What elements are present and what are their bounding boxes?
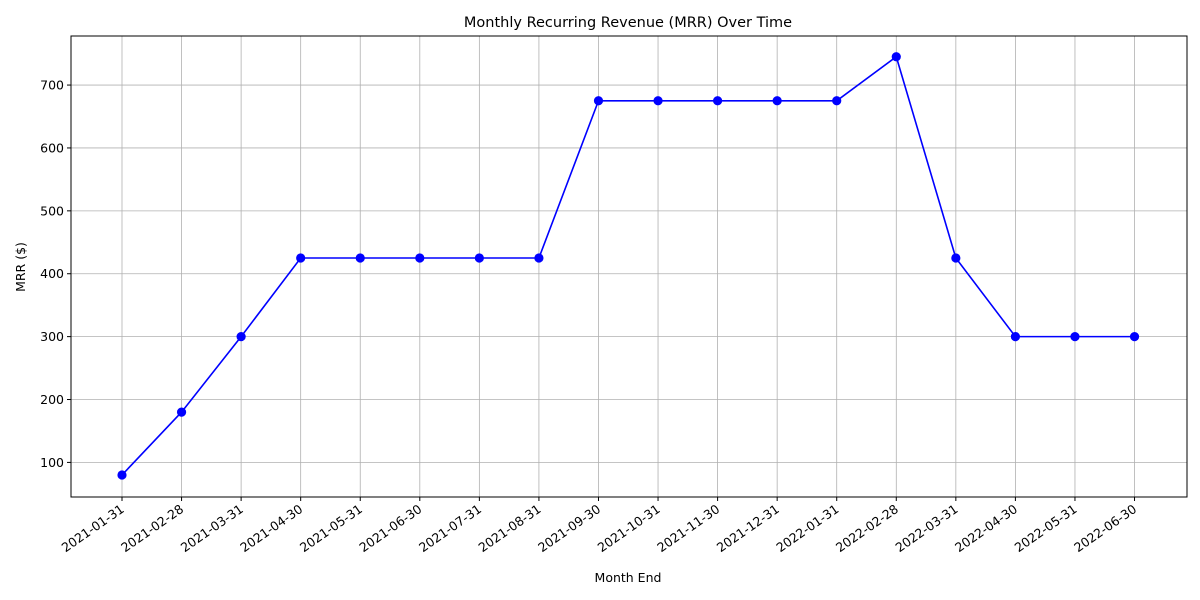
y-tick-label: 400 [40,266,64,281]
data-point [951,253,961,263]
x-tick-label: 2021-04-30 [237,501,305,555]
y-tick-label: 200 [40,392,64,407]
data-point [713,96,723,106]
x-tick-label: 2021-08-31 [476,501,544,555]
x-tick-label: 2022-06-30 [1071,501,1139,555]
grid-lines [71,36,1187,497]
x-tick-label: 2021-07-31 [416,501,484,555]
data-point [415,253,425,263]
y-tick-label: 700 [40,78,64,93]
data-point [474,253,484,263]
x-tick-label: 2022-01-31 [773,501,841,555]
x-tick-label: 2021-02-28 [118,501,186,555]
y-axis-label: MRR ($) [13,242,28,292]
y-tick-label: 500 [40,203,64,218]
chart-title: Monthly Recurring Revenue (MRR) Over Tim… [464,15,792,31]
x-tick-label: 2021-05-31 [297,501,365,555]
x-axis-label: Month End [595,570,662,585]
x-tick-label: 2021-03-31 [178,501,246,555]
data-point [832,96,842,106]
data-point [296,253,306,263]
data-point [1070,332,1080,342]
x-tick-label: 2022-03-31 [892,501,960,555]
plot-frame [70,35,1188,498]
data-point [593,96,604,106]
y-tick-label: 300 [40,329,64,344]
x-tick-label: 2021-06-30 [356,501,424,555]
data-point [891,52,901,62]
data-point [534,253,544,263]
x-tick-label: 2021-12-31 [714,501,782,555]
x-tick-label: 2022-04-30 [952,501,1020,555]
data-point [236,332,246,342]
data-point [117,470,127,480]
data-point [772,96,782,106]
data-point [1129,332,1140,342]
axes: 2021-01-312021-02-282021-03-312021-04-30… [40,35,1188,555]
y-tick-label: 100 [40,455,64,470]
data-point [176,407,187,417]
x-tick-label: 2021-09-30 [535,501,603,555]
y-tick-label: 600 [40,140,64,155]
x-tick-label: 2021-11-30 [654,501,722,555]
x-tick-label: 2022-05-31 [1012,501,1080,555]
x-tick-label: 2021-10-31 [595,501,663,555]
x-tick-label: 2021-01-31 [59,501,127,555]
data-point [653,96,663,106]
series-layer [117,52,1140,480]
x-tick-label: 2022-02-28 [833,501,901,555]
data-point [1010,332,1021,342]
series-line [121,55,1135,476]
data-point [355,253,365,263]
